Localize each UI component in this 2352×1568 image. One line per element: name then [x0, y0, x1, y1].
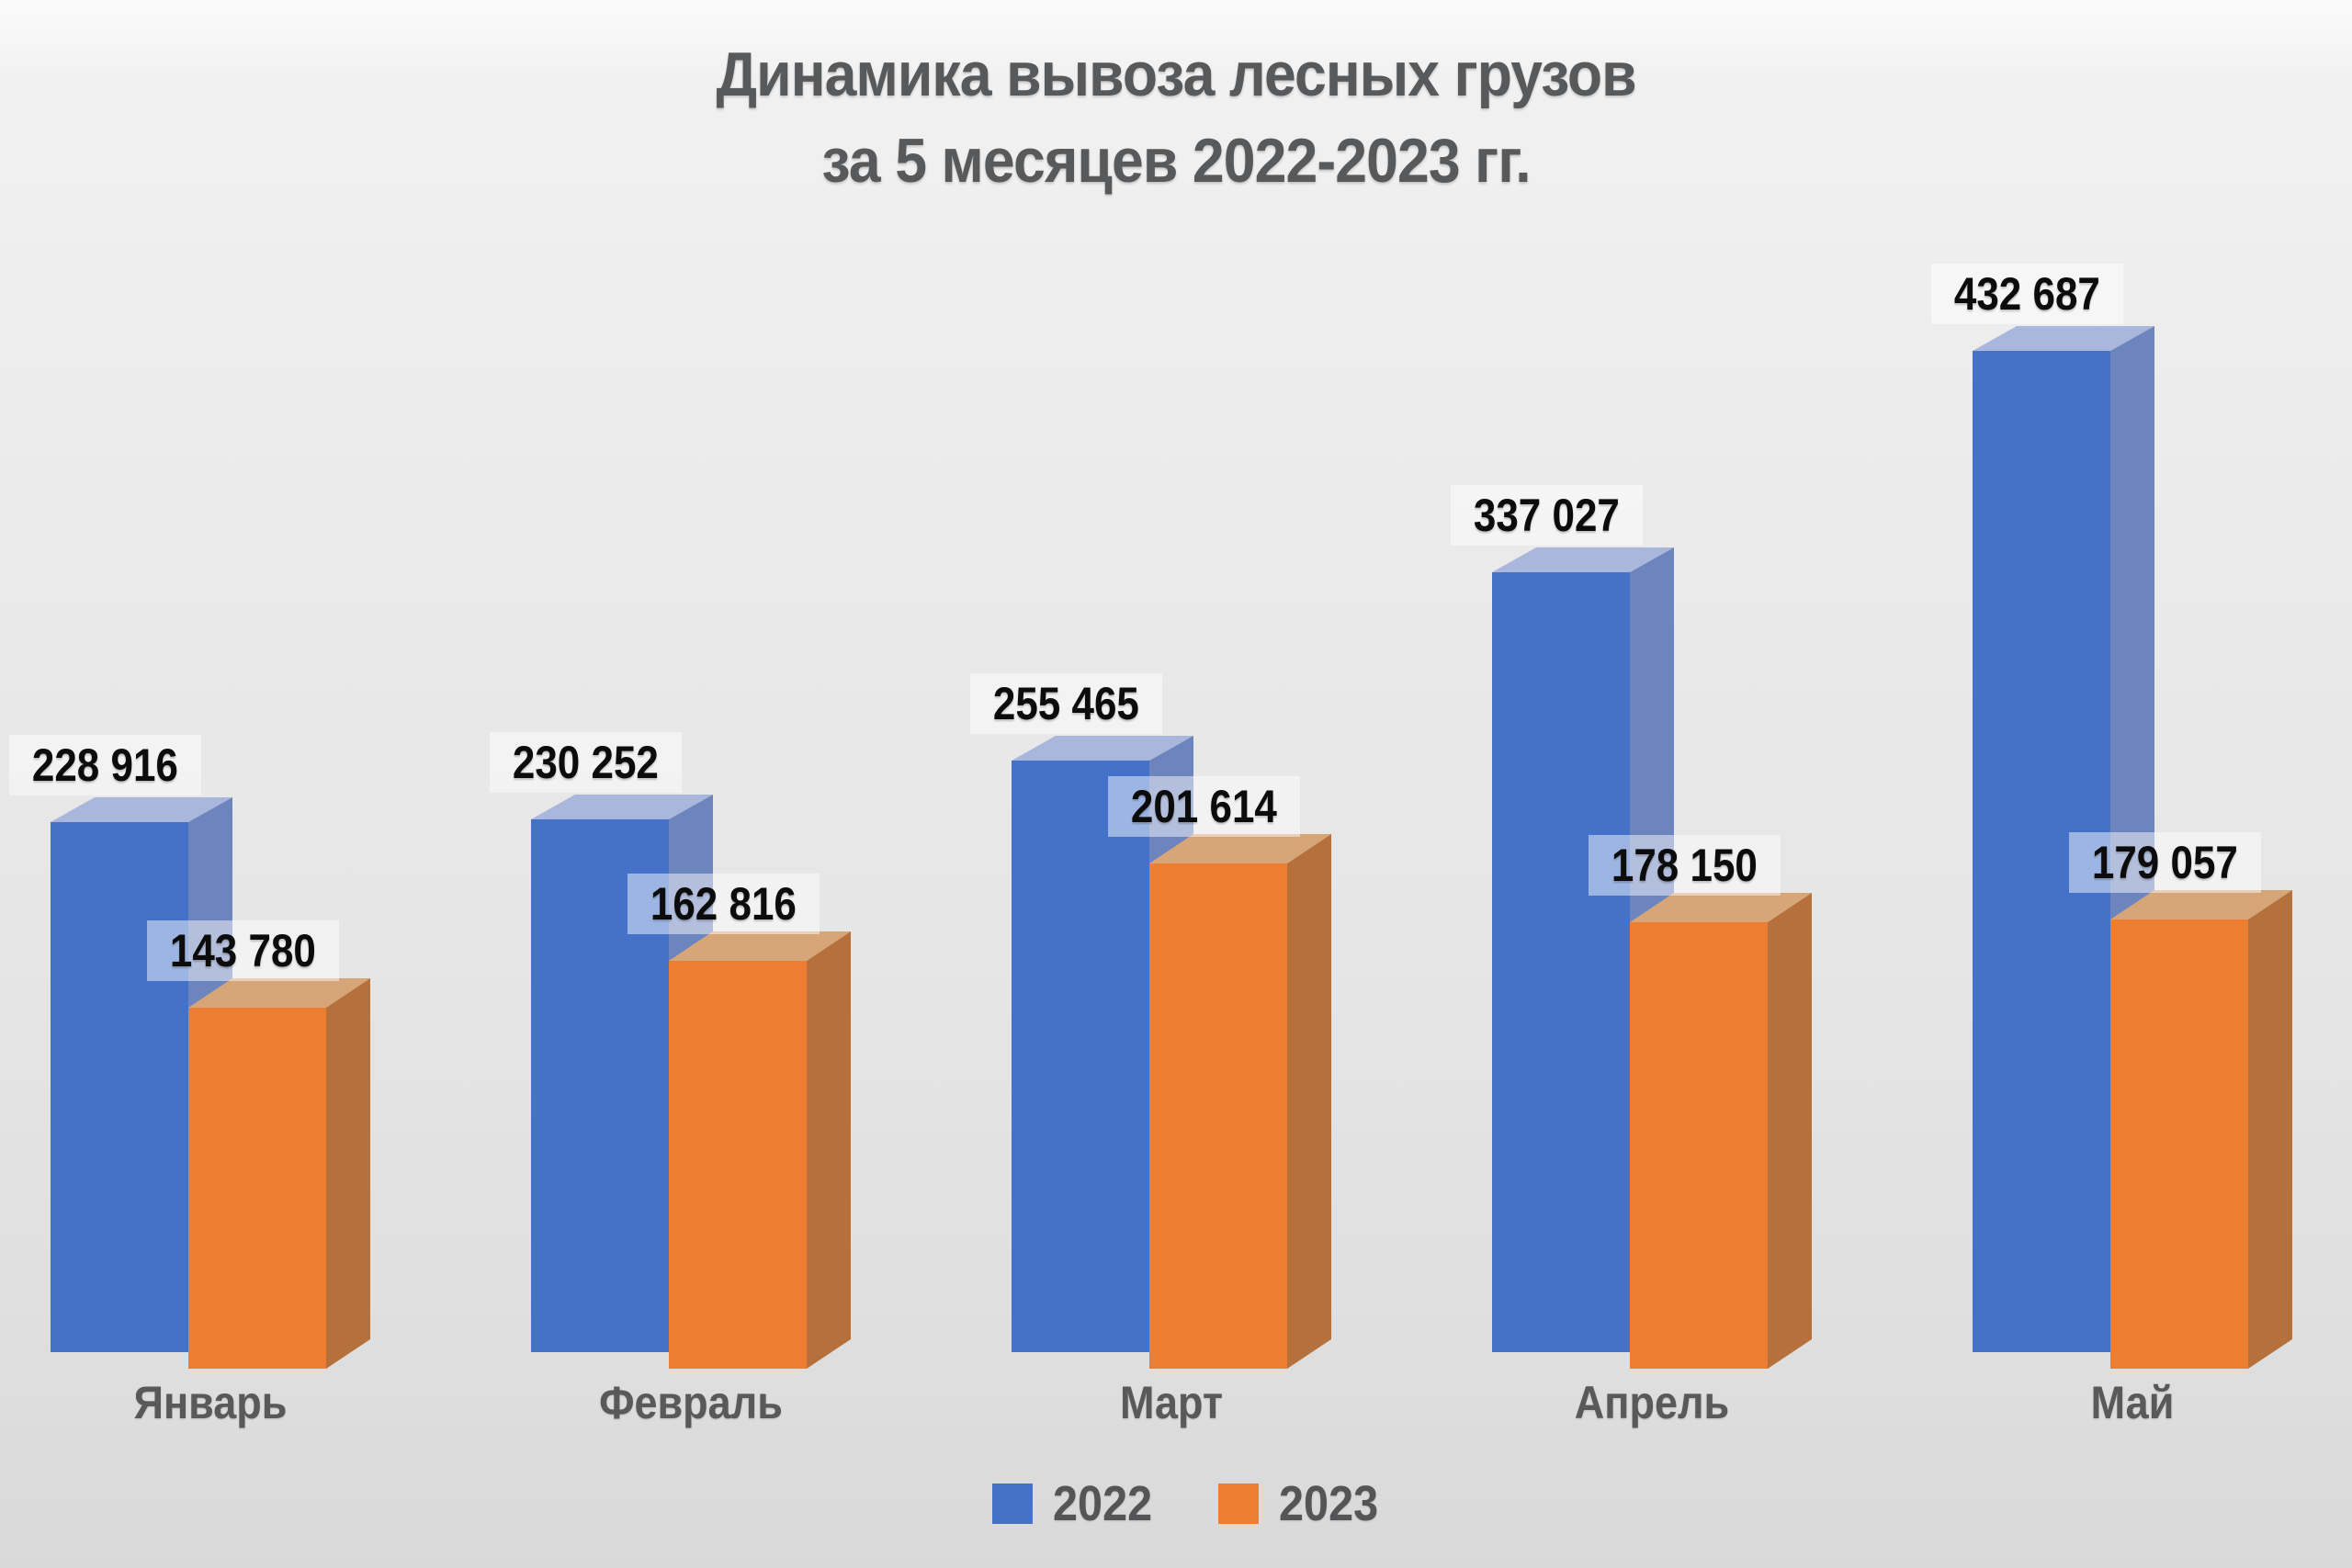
bar-2023-Февраль-front — [669, 961, 807, 1369]
legend-swatch-2022 — [991, 1483, 1033, 1524]
bar-2023-Февраль-side — [807, 931, 851, 1369]
bar-2022-Апрель-top — [1492, 547, 1674, 572]
data-label-2023-Апрель: 178 150 — [1589, 835, 1781, 896]
legend-label-2023: 2023 — [1279, 1476, 1379, 1531]
legend-swatch-2023 — [1218, 1483, 1259, 1524]
data-label-2023-Февраль: 162 816 — [628, 874, 820, 934]
bar-2023-Февраль-top — [669, 931, 851, 961]
data-label-2022-Январь: 228 916 — [9, 735, 201, 795]
category-label-Апрель: Апрель — [1574, 1377, 1730, 1428]
bar-2022-Май-top — [1973, 326, 2154, 351]
bar-2022-Февраль-top — [531, 795, 713, 819]
bar-2023-Апрель-side — [1768, 893, 1812, 1369]
bar-2022-Март-front — [1012, 761, 1149, 1352]
bar-2023-Январь-front — [188, 1008, 326, 1369]
bar-2022-Апрель-front — [1492, 572, 1630, 1352]
data-label-2023-Май: 179 057 — [2069, 832, 2261, 893]
data-label-2023-Январь: 143 780 — [147, 920, 339, 981]
legend-item-2022: 2022 — [991, 1475, 1158, 1532]
bar-2023-Май-side — [2248, 890, 2292, 1369]
data-label-2022-Апрель: 337 027 — [1451, 485, 1643, 546]
bar-2023-Январь-top — [188, 978, 370, 1008]
legend-item-2023: 2023 — [1218, 1475, 1384, 1532]
chart-title-line-1: Динамика вывоза лесных грузов — [716, 39, 1636, 109]
bar-2022-Январь-top — [51, 797, 232, 822]
category-label-Февраль: Февраль — [599, 1377, 783, 1428]
chart-title: Динамика вывоза лесных грузов за 5 месяц… — [0, 31, 2352, 204]
bar-2023-Май-top — [2110, 890, 2292, 919]
bar-2023-Апрель-front — [1630, 922, 1768, 1369]
bar-2022-Май-front — [1973, 351, 2110, 1352]
data-label-2022-Март: 255 465 — [970, 673, 1162, 734]
bar-2023-Апрель-top — [1630, 893, 1812, 922]
category-label-Январь: Январь — [133, 1377, 288, 1428]
bar-2022-Февраль-front — [531, 819, 669, 1352]
data-label-2022-Февраль: 230 252 — [490, 732, 682, 793]
bar-2022-Январь-front — [51, 822, 188, 1352]
data-label-2022-Май: 432 687 — [1931, 264, 2123, 324]
bar-2023-Март-top — [1149, 834, 1331, 863]
bar-2023-Январь-side — [326, 978, 370, 1369]
bar-2023-Май-front — [2110, 919, 2248, 1369]
bar-2023-Март-side — [1287, 834, 1331, 1369]
bar-2023-Март-front — [1149, 863, 1287, 1369]
category-label-Март: Март — [1119, 1377, 1224, 1428]
legend-label-2022: 2022 — [1052, 1476, 1152, 1531]
bar-2022-Март-top — [1012, 736, 1193, 761]
legend: 2022 2023 — [0, 1475, 2352, 1532]
category-label-Май: Май — [2090, 1377, 2175, 1428]
chart-title-line-2: за 5 месяцев 2022-2023 гг. — [821, 126, 1531, 196]
data-label-2023-Март: 201 614 — [1108, 776, 1300, 837]
